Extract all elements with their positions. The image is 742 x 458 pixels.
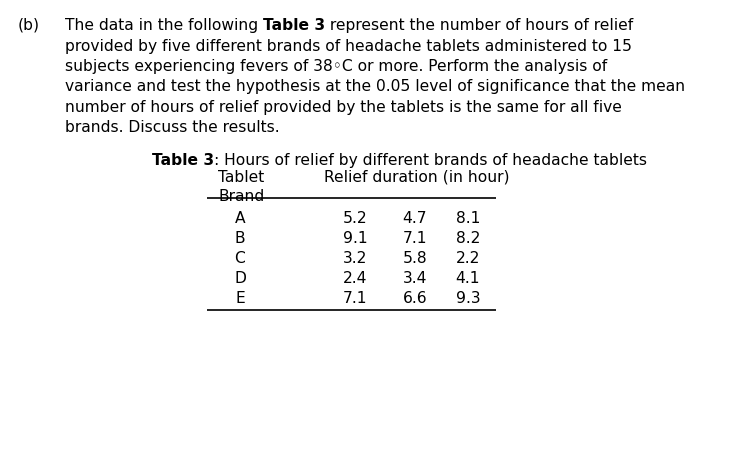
- Text: 4.7: 4.7: [403, 211, 427, 226]
- Text: D: D: [234, 271, 246, 286]
- Text: C: C: [234, 251, 246, 266]
- Text: B: B: [234, 231, 246, 246]
- Text: E: E: [235, 291, 245, 306]
- Text: provided by five different brands of headache tablets administered to 15: provided by five different brands of hea…: [65, 38, 632, 54]
- Text: 3.4: 3.4: [403, 271, 427, 286]
- Text: 8.1: 8.1: [456, 211, 480, 226]
- Text: (b): (b): [18, 18, 40, 33]
- Text: 4.1: 4.1: [456, 271, 480, 286]
- Text: number of hours of relief provided by the tablets is the same for all five: number of hours of relief provided by th…: [65, 100, 622, 115]
- Text: 5.2: 5.2: [343, 211, 367, 226]
- Text: represent the number of hours of relief: represent the number of hours of relief: [325, 18, 634, 33]
- Text: variance and test the hypothesis at the 0.05 level of significance that the mean: variance and test the hypothesis at the …: [65, 80, 685, 94]
- Text: 2.4: 2.4: [343, 271, 367, 286]
- Text: brands. Discuss the results.: brands. Discuss the results.: [65, 120, 280, 136]
- Text: 7.1: 7.1: [343, 291, 367, 306]
- Text: A: A: [234, 211, 246, 226]
- Text: 7.1: 7.1: [403, 231, 427, 246]
- Text: subjects experiencing fevers of 38◦C or more. Perform the analysis of: subjects experiencing fevers of 38◦C or …: [65, 59, 607, 74]
- Text: Table 3: Table 3: [152, 153, 214, 168]
- Text: 2.2: 2.2: [456, 251, 480, 266]
- Text: 9.3: 9.3: [456, 291, 480, 306]
- Text: : Hours of relief by different brands of headache tablets: : Hours of relief by different brands of…: [214, 153, 647, 168]
- Text: 6.6: 6.6: [403, 291, 427, 306]
- Text: 3.2: 3.2: [343, 251, 367, 266]
- Text: Relief duration (in hour): Relief duration (in hour): [324, 170, 509, 185]
- Text: Tablet: Tablet: [218, 170, 264, 185]
- Text: The data in the following: The data in the following: [65, 18, 263, 33]
- Text: 5.8: 5.8: [403, 251, 427, 266]
- Text: Brand: Brand: [218, 189, 264, 204]
- Text: Table 3: Table 3: [263, 18, 325, 33]
- Text: 8.2: 8.2: [456, 231, 480, 246]
- Text: 9.1: 9.1: [343, 231, 367, 246]
